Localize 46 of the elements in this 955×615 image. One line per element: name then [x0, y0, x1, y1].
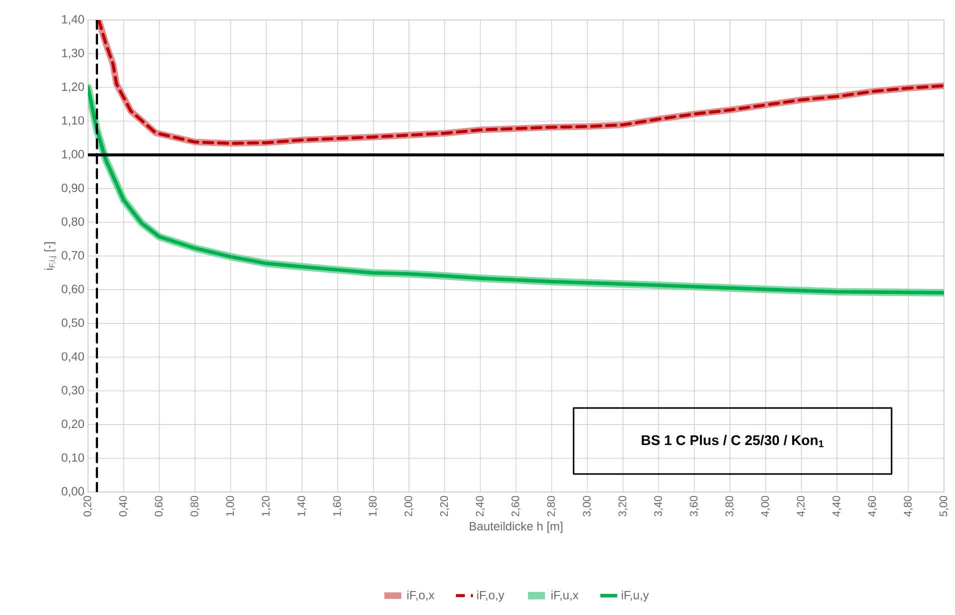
x-axis-title: Bauteildicke h [m] [470, 522, 562, 533]
x-tick-label: 1,00 [226, 496, 236, 516]
y-tick-label: 1,40 [62, 15, 84, 25]
x-tick-label: 2,60 [511, 496, 521, 516]
legend-label: iF,u,x [551, 590, 578, 601]
y-tick-label: 0,40 [62, 352, 84, 362]
x-tick-label: 1,40 [297, 496, 307, 516]
x-tick-label: 4,40 [832, 496, 842, 517]
y-tick-label: 0,70 [62, 251, 84, 261]
y-tick-label: 1,00 [62, 150, 84, 160]
x-tick-label: 3,80 [725, 496, 735, 516]
x-tick-label: 1,60 [333, 496, 342, 516]
x-tick-label: 3,20 [618, 496, 628, 516]
y-tick-label: 0,60 [62, 284, 84, 295]
y-tick-label: 1,10 [62, 116, 84, 126]
x-tick-label: 4,20 [796, 496, 806, 517]
x-tick-label: 5,00 [939, 496, 949, 516]
x-tick-label: 3,60 [690, 496, 699, 516]
y-tick-label: 0,50 [62, 318, 84, 328]
x-tick-label: 3,00 [582, 496, 592, 516]
x-tick-label: 4,60 [868, 496, 878, 517]
x-tick-label: 1,20 [262, 496, 271, 516]
y-tick-label: 0,10 [62, 453, 84, 464]
legend-label: iF,u,y [622, 590, 649, 602]
x-tick-label: 3,40 [654, 496, 664, 516]
x-tick-label: 1,80 [368, 496, 378, 516]
y-axis-title: i$_{F,i,j}$ [-] [44, 242, 56, 270]
y-tick-label: 1,20 [62, 82, 84, 92]
y-tick-label: 0,30 [62, 386, 84, 396]
x-tick-label: 2,40 [476, 496, 485, 516]
legend-label: iF,o,y [477, 590, 504, 602]
x-tick-label: 4,00 [761, 496, 770, 517]
y-tick-label: 0,20 [62, 420, 84, 430]
annotation: BS 1 C Plus / C 25/30 / Kon$_{1}$ [642, 434, 824, 448]
x-tick-label: 0,40 [119, 496, 128, 516]
x-tick-label: 2,20 [440, 496, 450, 516]
y-tick-label: 1,30 [62, 48, 84, 59]
x-tick-label: 2,80 [547, 496, 556, 516]
x-tick-label: 0,60 [154, 496, 164, 516]
legend-label: iF,o,x [407, 590, 434, 601]
y-tick-label: 0,90 [62, 184, 84, 194]
x-tick-label: 4,80 [904, 496, 913, 517]
x-tick-label: 0,80 [190, 496, 200, 516]
x-tick-label: 2,00 [404, 496, 414, 516]
y-tick-label: 0,00 [62, 487, 84, 497]
y-tick-label: 0,80 [62, 217, 84, 228]
